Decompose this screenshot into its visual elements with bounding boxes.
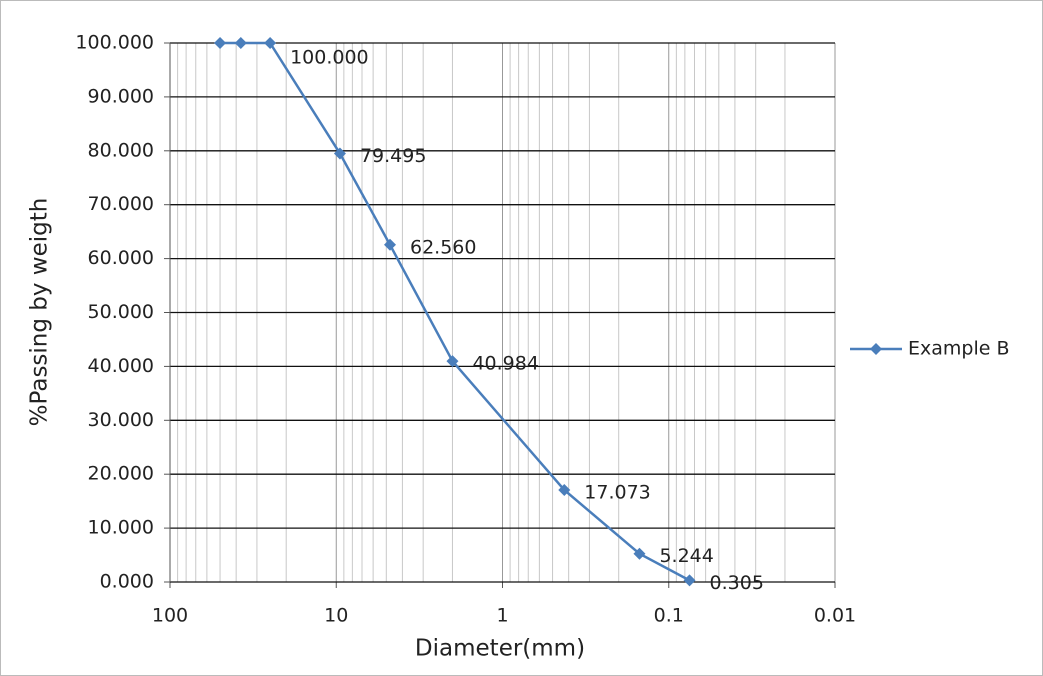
data-point: [234, 37, 247, 49]
x-tick-label: 10: [324, 605, 348, 627]
y-tick-label: 80.000: [88, 139, 154, 161]
legend-marker: [870, 343, 882, 355]
y-tick-label: 30.000: [88, 409, 154, 431]
y-tick-label: 100.000: [75, 32, 154, 54]
data-point: [264, 37, 277, 49]
y-tick-label: 90.000: [88, 85, 154, 107]
data-point: [558, 483, 571, 496]
data-point: [383, 238, 396, 251]
y-tick-label: 70.000: [88, 193, 154, 215]
data-label: 100.000: [290, 47, 369, 69]
data-label: 62.560: [410, 236, 476, 258]
x-tick-label: 0.01: [814, 605, 856, 627]
x-tick-label: 0.1: [654, 605, 684, 627]
y-tick-label: 0.000: [100, 571, 154, 593]
x-tick-label: 1: [496, 605, 508, 627]
data-label: 17.073: [584, 481, 650, 503]
legend-label: Example B: [908, 338, 1010, 360]
data-point: [633, 547, 646, 560]
y-axis-title: %Passing by weigth: [27, 198, 53, 427]
x-tick-label: 100: [152, 605, 188, 627]
data-label: 40.984: [472, 353, 538, 375]
y-tick-label: 50.000: [88, 301, 154, 323]
data-label: 79.495: [360, 145, 426, 167]
y-tick-label: 10.000: [88, 517, 154, 539]
data-point: [683, 574, 696, 587]
data-point: [333, 147, 346, 160]
y-tick-label: 60.000: [88, 247, 154, 269]
data-label: 5.244: [659, 545, 713, 567]
data-point: [214, 37, 227, 49]
x-axis-title: Diameter(mm): [415, 636, 585, 662]
data-label: 0.305: [710, 572, 764, 594]
y-tick-label: 20.000: [88, 463, 154, 485]
data-point: [446, 355, 459, 368]
y-tick-label: 40.000: [88, 355, 154, 377]
